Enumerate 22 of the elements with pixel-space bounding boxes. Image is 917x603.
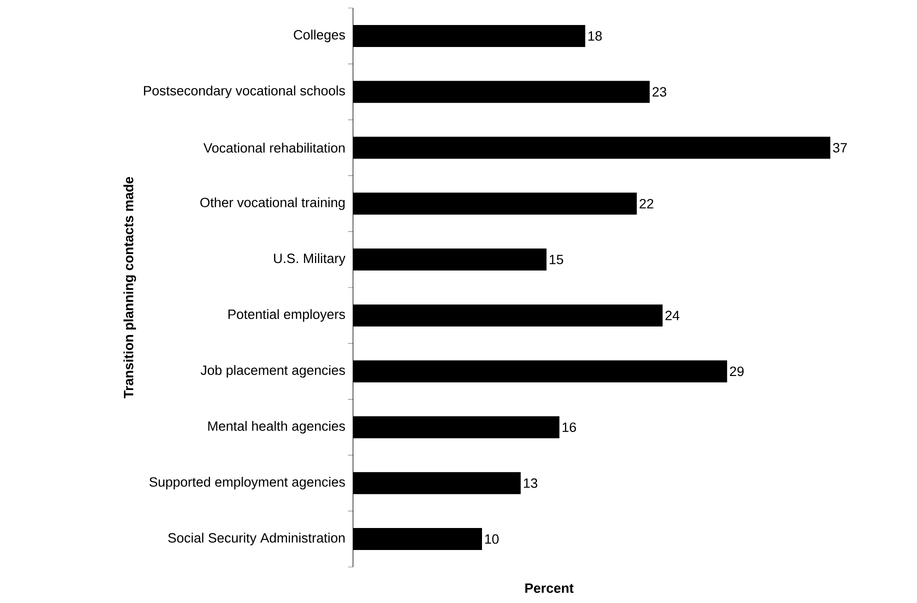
y-tick-label: Social Security Administration	[168, 532, 345, 546]
y-tick-label: Other vocational training	[200, 197, 345, 210]
x-axis-title: Percent	[525, 584, 574, 593]
y-axis-title: Transition planning contacts made	[123, 176, 136, 398]
y-tick-label: Colleges	[294, 30, 345, 42]
data-label: 16	[562, 422, 576, 432]
y-tick-label: Postsecondary vocational schools	[144, 86, 345, 98]
data-label: 13	[524, 478, 538, 488]
y-tick-label: Potential employers	[228, 309, 345, 322]
data-label: 37	[833, 142, 847, 152]
y-tick-label: Supported employment agencies	[149, 476, 345, 490]
data-label: 18	[588, 31, 602, 41]
y-tick-label: Mental health agencies	[208, 420, 345, 434]
y-tick-label: U.S. Military	[274, 253, 346, 266]
data-label: 29	[730, 366, 744, 376]
data-label: 10	[485, 534, 499, 544]
y-tick-label: Vocational rehabilitation	[203, 142, 345, 153]
data-label: 23	[652, 87, 666, 97]
y-tick-label: Job placement agencies	[200, 365, 345, 378]
data-label: 22	[640, 198, 654, 208]
data-label: 15	[550, 254, 564, 264]
data-label: 24	[665, 310, 680, 320]
